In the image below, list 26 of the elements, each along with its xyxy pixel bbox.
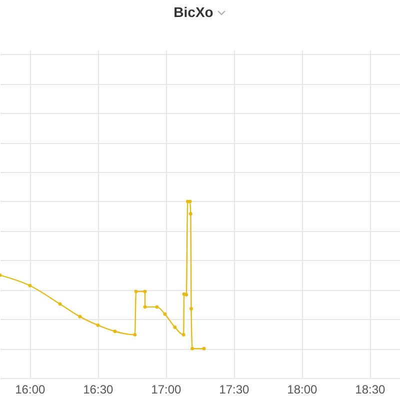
point	[28, 284, 32, 288]
point	[96, 323, 100, 327]
point	[173, 326, 177, 329]
point	[134, 290, 138, 294]
point	[202, 346, 206, 350]
point	[143, 290, 147, 294]
point	[58, 302, 62, 306]
x-tick-label: 18:00	[287, 382, 318, 396]
point	[190, 346, 194, 350]
point	[188, 212, 192, 216]
point	[113, 330, 117, 334]
x-tick-label: 17:00	[151, 382, 182, 396]
x-tick-label: 16:00	[15, 382, 46, 396]
point	[155, 305, 159, 309]
point	[133, 333, 137, 336]
point	[189, 306, 193, 310]
x-tick-label: 17:30	[219, 382, 250, 396]
chart-title: BicXo	[174, 4, 214, 20]
point	[182, 333, 186, 336]
point	[188, 200, 192, 204]
x-tick-label: 18:30	[355, 382, 386, 396]
point	[163, 312, 167, 316]
point	[184, 293, 188, 296]
point	[143, 305, 147, 309]
x-tick-label: 16:30	[83, 382, 114, 396]
point	[78, 314, 82, 318]
